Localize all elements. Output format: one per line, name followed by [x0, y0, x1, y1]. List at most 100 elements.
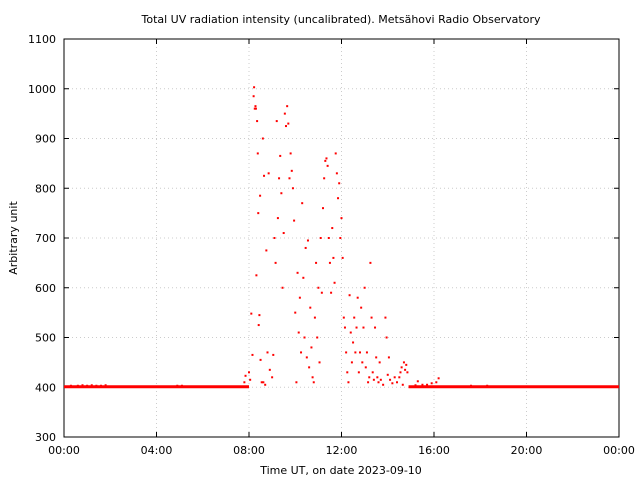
data-point [343, 326, 346, 329]
x-tick-label: 16:00 [418, 444, 450, 457]
data-point [81, 384, 84, 387]
data-point [426, 383, 429, 386]
data-point [69, 384, 72, 387]
data-point [401, 383, 404, 386]
data-point [346, 371, 349, 374]
data-point [406, 371, 409, 374]
data-point [357, 371, 360, 374]
y-tick-label: 1100 [28, 33, 56, 46]
data-point [333, 281, 336, 284]
data-point [305, 356, 308, 359]
data-point [398, 376, 401, 379]
data-point [349, 331, 352, 334]
data-point [361, 361, 364, 364]
data-point [90, 384, 93, 387]
data-point [416, 380, 419, 383]
data-point [317, 286, 320, 289]
data-point [303, 336, 306, 339]
data-point [283, 112, 286, 115]
data-point [437, 377, 440, 380]
data-point [345, 351, 348, 354]
y-tick-label: 400 [35, 381, 56, 394]
data-point [287, 122, 290, 125]
data-point [296, 271, 299, 274]
data-point [293, 219, 296, 222]
grid-lines [64, 39, 619, 437]
y-tick-label: 900 [35, 133, 56, 146]
data-point [486, 384, 489, 387]
data-point [274, 261, 277, 264]
x-tick-label: 12:00 [326, 444, 358, 457]
data-point [289, 152, 292, 155]
y-axis: 300 400 500 600 700 800 900 1000 1100 [28, 33, 619, 444]
data-point [404, 368, 407, 371]
data-point [254, 107, 257, 110]
data-point [318, 361, 321, 364]
data-point [252, 95, 255, 98]
data-point [342, 316, 345, 319]
data-point [340, 217, 343, 220]
data-point [405, 363, 408, 366]
data-point [104, 384, 107, 387]
data-point [244, 374, 247, 377]
data-point [376, 376, 379, 379]
data-point [176, 384, 179, 387]
data-point [256, 120, 259, 123]
y-tick-label: 300 [35, 431, 56, 444]
data-point [264, 383, 267, 386]
data-point [304, 246, 307, 249]
data-point [337, 197, 340, 200]
data-point [281, 286, 284, 289]
data-point [298, 296, 301, 299]
data-point [320, 291, 323, 294]
data-point [86, 384, 89, 387]
data-point [362, 326, 365, 329]
data-point [282, 232, 285, 235]
data-point [325, 157, 328, 160]
data-point [322, 207, 324, 210]
y-tick-label: 800 [35, 182, 56, 195]
data-point [250, 312, 253, 315]
data-point [389, 378, 392, 381]
data-point [435, 381, 438, 384]
data-point [402, 361, 405, 364]
data-point [279, 154, 282, 157]
data-point [265, 249, 268, 252]
data-point [379, 378, 382, 381]
data-point [378, 361, 381, 364]
data-point [278, 177, 281, 180]
x-tick-label: 00:00 [603, 444, 635, 457]
data-point [334, 152, 337, 155]
data-point [396, 381, 398, 384]
data-point [180, 384, 183, 387]
data-point [248, 371, 250, 374]
data-point [331, 227, 334, 230]
x-axis-label: Time UT, on date 2023-09-10 [259, 464, 422, 477]
data-point [254, 105, 257, 108]
data-point [315, 261, 318, 264]
data-point [271, 376, 274, 379]
data-point [339, 237, 342, 239]
data-point [364, 366, 367, 369]
data-point [341, 256, 344, 259]
data-point [309, 306, 312, 309]
data-point [360, 306, 363, 309]
data-point [288, 177, 291, 180]
data-point [316, 336, 319, 339]
data-point [421, 383, 424, 386]
y-tick-label: 1000 [28, 83, 56, 96]
data-point [76, 384, 79, 387]
data-point [387, 356, 390, 359]
data-point [300, 351, 303, 354]
data-point [368, 376, 371, 379]
data-point [326, 164, 329, 167]
data-point [273, 237, 276, 239]
data-point [255, 274, 258, 277]
data-point [291, 187, 294, 190]
plot-frame [63, 38, 620, 438]
data-point [253, 86, 256, 89]
data-point [297, 331, 300, 334]
data-point [308, 366, 311, 369]
data-point [328, 261, 331, 264]
